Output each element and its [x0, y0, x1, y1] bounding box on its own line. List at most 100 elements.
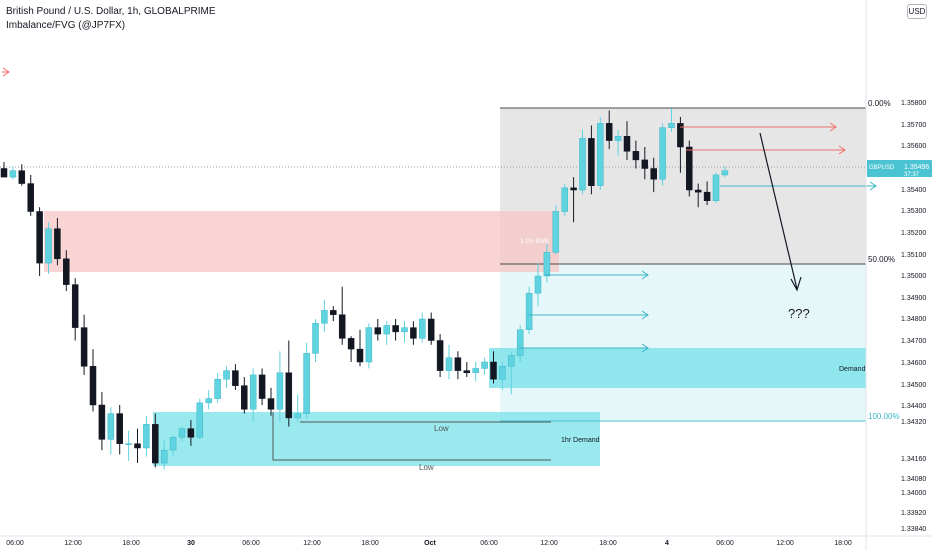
fib-label-0: 0.00% [868, 99, 891, 108]
demand-zone-1hr [153, 412, 600, 466]
candle-body [80, 327, 88, 367]
price-tick-label: 1.34000 [901, 490, 926, 497]
fib-label-50: 50.00% [868, 255, 895, 264]
candle-body [160, 449, 168, 464]
price-tick-label: 1.34160 [901, 456, 926, 463]
supply-zone [44, 211, 559, 272]
price-tick-label: 1.35000 [901, 273, 926, 280]
candle-body [490, 361, 497, 380]
candle-body [543, 252, 551, 277]
candle-body [338, 314, 346, 339]
time-tick-label: 06:00 [6, 540, 24, 547]
time-tick-label: 18:00 [834, 540, 852, 547]
candle-body [267, 398, 275, 410]
projection-arrow [759, 132, 798, 290]
price-tick-label: 1.33920 [901, 510, 926, 517]
candle-body [383, 325, 390, 335]
fvg-arrow-red-1-head [829, 122, 837, 132]
indicator-name[interactable]: Imbalance/FVG (@JP7FX) [6, 20, 126, 31]
price-tick-label: 1.35800 [901, 100, 926, 107]
current-symbol-label: GBPUSD [869, 165, 895, 171]
candle-body [249, 374, 257, 410]
candle-body [241, 385, 248, 410]
candle-body [63, 258, 70, 285]
candle-body [712, 174, 720, 201]
fib-label-100: 100.00% [868, 412, 900, 421]
price-tick-label: 1.34700 [901, 338, 926, 345]
fvg-arrow-cyan-2-head [641, 270, 649, 280]
candle-body [45, 228, 52, 264]
candle-body [98, 404, 106, 440]
time-tick-label: 12:00 [540, 540, 558, 547]
candle-body [534, 275, 542, 294]
low-label-lower: Low [419, 463, 434, 472]
candle-body [285, 372, 293, 419]
candle-body [614, 136, 622, 141]
time-tick-label: 18:00 [122, 540, 140, 547]
candle-body [152, 424, 159, 464]
candle-body [54, 228, 61, 260]
candle-body [668, 123, 675, 128]
candle-body [650, 168, 657, 180]
candle-body [721, 170, 729, 176]
candle-body [463, 370, 471, 374]
price-tick-label: 1.34600 [901, 360, 926, 367]
time-tick-label: 4 [665, 540, 669, 547]
candle-body [436, 340, 444, 371]
candle-body [579, 138, 586, 191]
candle-body [659, 127, 666, 180]
price-tick-label: 1.35200 [901, 230, 926, 237]
time-tick-label: 12:00 [776, 540, 794, 547]
price-tick-label: 1.35100 [901, 252, 926, 259]
candle-body [516, 329, 524, 356]
time-tick-label: Oct [424, 540, 436, 547]
candle-body [703, 191, 711, 201]
discount-range-box [500, 264, 866, 421]
candle-body [294, 413, 301, 419]
demand-label: Demand [839, 366, 866, 373]
price-tick-label: 1.35600 [901, 143, 926, 150]
candle-body [169, 437, 177, 451]
demand-zone [489, 348, 866, 388]
current-price-countdown: 37:37 [904, 172, 920, 178]
price-tick-label: 1.34800 [901, 316, 926, 323]
candle-body [196, 402, 204, 438]
currency-button[interactable]: USD [907, 4, 927, 19]
candle-body [588, 138, 595, 186]
candle-body [107, 413, 115, 440]
candle-body [641, 159, 649, 169]
candle-body [499, 366, 506, 380]
time-tick-label: 18:00 [361, 540, 379, 547]
candle-body [552, 211, 560, 253]
price-tick-label: 1.35300 [901, 208, 926, 215]
fvg-arrow-cyan-3-head [641, 310, 649, 320]
candle-body [597, 123, 604, 186]
fvg-arrow-cyan-4-head [641, 343, 649, 353]
candle-body [205, 398, 212, 404]
candle-body [347, 338, 355, 350]
candle-body [321, 310, 328, 324]
price-tick-label: 1.35400 [901, 187, 926, 194]
candle-body [116, 413, 123, 444]
candle-body [677, 123, 684, 148]
candle-body [27, 183, 34, 212]
fvg-arrow-red-2-head [838, 145, 846, 155]
candle-body [472, 368, 479, 374]
candle-body [623, 136, 631, 152]
candle-body [258, 374, 266, 399]
time-tick-label: 06:00 [716, 540, 734, 547]
edge-arrow-red-head [2, 67, 10, 77]
candle-body [570, 187, 577, 191]
candle-body [143, 424, 150, 449]
candle-body [125, 443, 132, 445]
candle-body [89, 366, 97, 406]
candle-body [508, 355, 515, 367]
price-tick-label: 1.34900 [901, 295, 926, 302]
price-tick-label: 1.34400 [901, 403, 926, 410]
fvg-arrow-cyan-1-head [869, 181, 877, 191]
1hr-demand-label: 1hr Demand [561, 437, 600, 444]
candle-body [134, 443, 141, 449]
candle-body [686, 146, 693, 191]
